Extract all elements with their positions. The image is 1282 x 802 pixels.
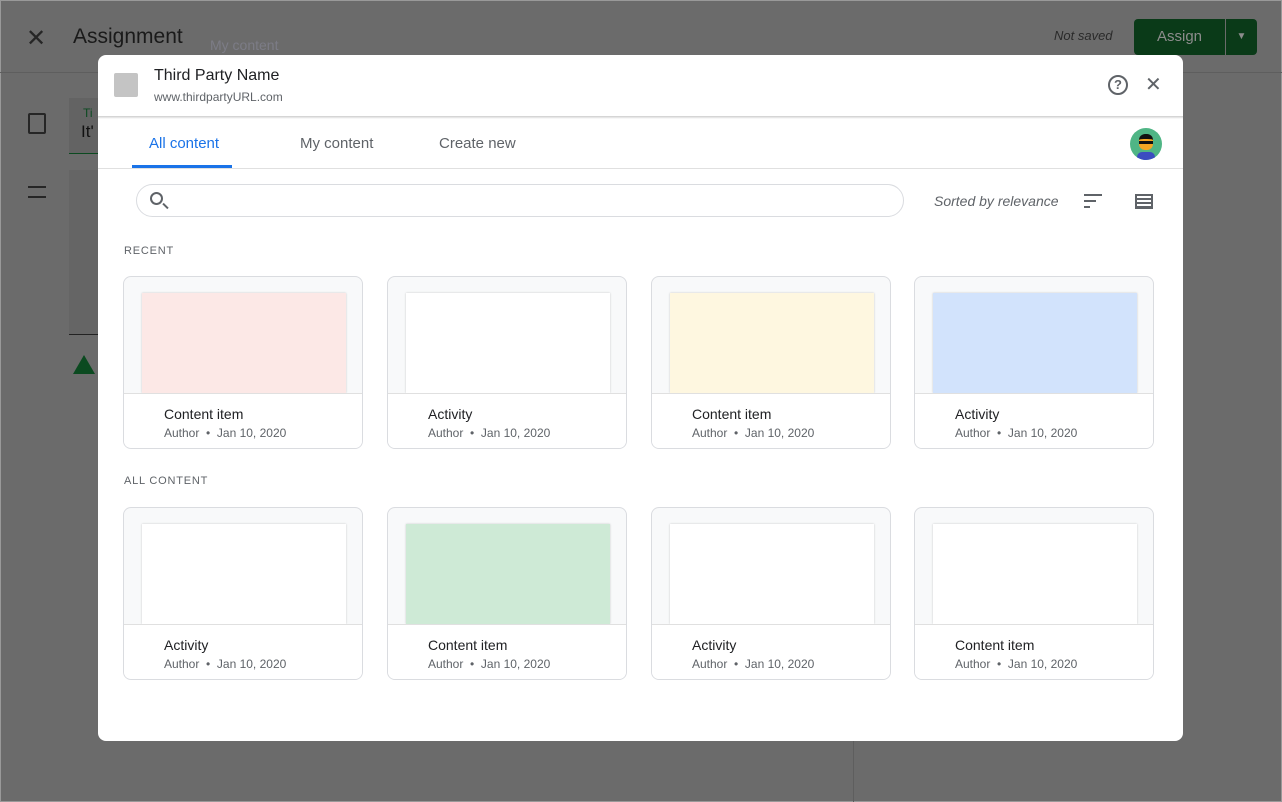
card-footer: Activity Author • Jan 10, 2020: [388, 393, 626, 448]
content-thumbnail: [670, 524, 874, 624]
card-footer: Activity Author • Jan 10, 2020: [124, 624, 362, 679]
content-meta: Author • Jan 10, 2020: [692, 657, 815, 671]
content-date: Jan 10, 2020: [1007, 426, 1078, 440]
content-date: Jan 10, 2020: [480, 657, 551, 671]
content-meta: Author • Jan 10, 2020: [428, 426, 551, 440]
content-title: Content item: [428, 637, 508, 653]
list-view-icon[interactable]: [1135, 194, 1153, 209]
tab-all-content[interactable]: All content: [149, 135, 220, 152]
content-title: Activity: [955, 406, 1000, 422]
content-date: Jan 10, 2020: [216, 426, 287, 440]
content-thumbnail: [142, 293, 346, 393]
save-status: Not saved: [1054, 28, 1113, 43]
content-title: Activity: [428, 406, 473, 422]
content-date: Jan 10, 2020: [480, 426, 551, 440]
content-meta: Author • Jan 10, 2020: [692, 426, 815, 440]
description-icon: [28, 186, 46, 198]
content-date: Jan 10, 2020: [744, 657, 815, 671]
content-title: Activity: [692, 637, 737, 653]
content-thumbnail: [406, 293, 610, 393]
card-footer: Content item Author • Jan 10, 2020: [652, 393, 890, 448]
google-drive-icon[interactable]: [73, 355, 95, 374]
content-meta: Author • Jan 10, 2020: [955, 657, 1078, 671]
content-meta: Author • Jan 10, 2020: [164, 426, 287, 440]
close-icon[interactable]: ✕: [26, 25, 47, 52]
page-title: Assignment: [73, 25, 183, 48]
content-card[interactable]: Content item Author • Jan 10, 2020: [123, 276, 363, 449]
content-card[interactable]: Activity Author • Jan 10, 2020: [123, 507, 363, 680]
content-card[interactable]: Activity Author • Jan 10, 2020: [651, 507, 891, 680]
ghost-text: My content: [210, 37, 279, 53]
card-footer: Activity Author • Jan 10, 2020: [652, 624, 890, 679]
close-icon[interactable]: ✕: [1145, 74, 1162, 96]
content-thumbnail: [933, 524, 1137, 624]
search-input[interactable]: [136, 184, 904, 217]
card-footer: Content item Author • Jan 10, 2020: [388, 624, 626, 679]
section-heading: RECENT: [124, 245, 175, 257]
assign-dropdown-button[interactable]: ▼: [1226, 19, 1257, 55]
tabs-divider: [98, 168, 1183, 169]
tab-create-new[interactable]: Create new: [439, 135, 516, 152]
section-heading: ALL CONTENT: [124, 475, 209, 487]
help-icon[interactable]: ?: [1108, 75, 1128, 95]
content-date: Jan 10, 2020: [1007, 657, 1078, 671]
third-party-url[interactable]: www.thirdpartyURL.com: [154, 90, 283, 104]
content-card[interactable]: Content item Author • Jan 10, 2020: [387, 507, 627, 680]
title-field-label: Ti: [83, 106, 93, 120]
assign-label: Assign: [1156, 28, 1203, 45]
title-field-value: It': [81, 122, 94, 141]
tab-my-content[interactable]: My content: [300, 135, 374, 152]
active-tab-indicator: [132, 165, 232, 168]
content-date: Jan 10, 2020: [216, 657, 287, 671]
third-party-logo: [114, 73, 138, 97]
assignment-icon: [28, 113, 46, 134]
card-footer: Content item Author • Jan 10, 2020: [915, 624, 1153, 679]
content-title: Content item: [955, 637, 1035, 653]
card-footer: Content item Author • Jan 10, 2020: [124, 393, 362, 448]
content-meta: Author • Jan 10, 2020: [428, 657, 551, 671]
avatar[interactable]: [1130, 128, 1162, 160]
content-thumbnail: [670, 293, 874, 393]
content-thumbnail: [933, 293, 1137, 393]
content-author: Author: [955, 426, 991, 440]
content-thumbnail: [406, 524, 610, 624]
content-author: Author: [164, 657, 200, 671]
assign-button[interactable]: Assign: [1134, 19, 1225, 55]
content-meta: Author • Jan 10, 2020: [164, 657, 287, 671]
sort-icon[interactable]: [1084, 194, 1104, 208]
content-author: Author: [692, 426, 728, 440]
content-card[interactable]: Content item Author • Jan 10, 2020: [914, 507, 1154, 680]
content-card[interactable]: Content item Author • Jan 10, 2020: [651, 276, 891, 449]
content-title: Activity: [164, 637, 209, 653]
header-divider: [98, 116, 1183, 119]
content-author: Author: [955, 657, 991, 671]
content-meta: Author • Jan 10, 2020: [955, 426, 1078, 440]
search-icon: [150, 192, 163, 205]
card-footer: Activity Author • Jan 10, 2020: [915, 393, 1153, 448]
content-author: Author: [164, 426, 200, 440]
content-card[interactable]: Activity Author • Jan 10, 2020: [914, 276, 1154, 449]
content-title: Content item: [692, 406, 772, 422]
content-thumbnail: [142, 524, 346, 624]
content-picker-dialog: Third Party Name www.thirdpartyURL.com ?…: [98, 55, 1183, 741]
content-title: Content item: [164, 406, 244, 422]
content-card[interactable]: Activity Author • Jan 10, 2020: [387, 276, 627, 449]
content-author: Author: [428, 657, 464, 671]
content-author: Author: [428, 426, 464, 440]
content-date: Jan 10, 2020: [744, 426, 815, 440]
content-author: Author: [692, 657, 728, 671]
third-party-name: Third Party Name: [154, 67, 280, 84]
sort-label: Sorted by relevance: [934, 193, 1059, 209]
